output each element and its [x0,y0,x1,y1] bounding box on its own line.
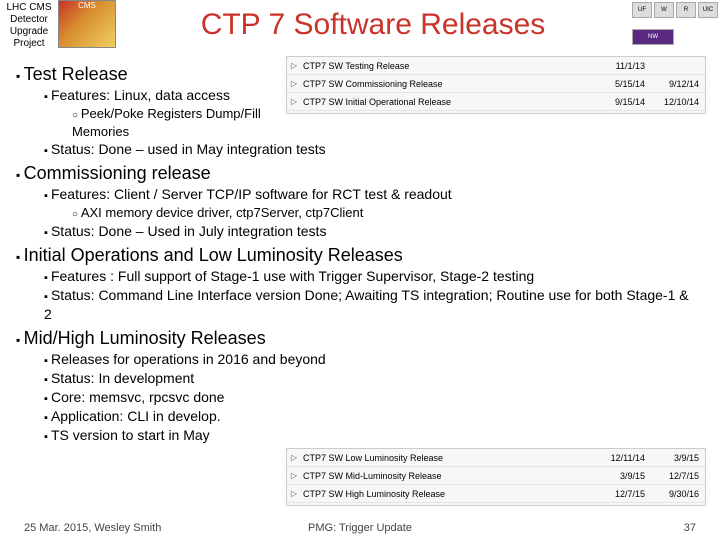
section-title: Commissioning release [16,161,704,185]
triangle-icon: ▷ [287,471,301,480]
lhc-label: LHC CMS Detector Upgrade Project [0,0,58,50]
gantt-label: CTP7 SW Low Luminosity Release [301,453,597,463]
triangle-icon: ▷ [287,61,301,70]
footer-page-number: 37 [472,522,696,534]
gantt-chart-top: ▷ CTP7 SW Testing Release 11/1/13 ▷ CTP7… [286,56,706,114]
gantt-label: CTP7 SW Mid-Luminosity Release [301,471,597,481]
gantt-row: ▷ CTP7 SW Initial Operational Release 9/… [287,93,705,111]
footer-left: 25 Mar. 2015, Wesley Smith [24,522,248,534]
logo-nw: NW [632,29,674,45]
bullet-item: Core: memsvc, rpcsvc done [44,388,704,407]
logo-uic: UIC [698,2,718,18]
gantt-date: 11/1/13 [597,61,651,71]
gantt-date: 9/15/14 [597,97,651,107]
gantt-label: CTP7 SW Testing Release [301,61,597,71]
logo-rice: R [676,2,696,18]
gantt-date: 5/15/14 [597,79,651,89]
feature-line: Features : Full support of Stage-1 use w… [44,267,704,286]
gantt-label: CTP7 SW Initial Operational Release [301,97,597,107]
bullet-item: Status: In development [44,369,704,388]
status-line: Status: Command Line Interface version D… [44,286,704,324]
bullet-item: TS version to start in May [44,426,704,445]
feature-line: Features: Client / Server TCP/IP softwar… [44,185,704,204]
slide-content: Test Release Features: Linux, data acces… [0,56,720,445]
gantt-date: 9/30/16 [651,489,705,499]
gantt-row: ▷ CTP7 SW Mid-Luminosity Release 3/9/15 … [287,467,705,485]
slide-footer: 25 Mar. 2015, Wesley Smith PMG: Trigger … [0,522,720,534]
gantt-row: ▷ CTP7 SW Low Luminosity Release 12/11/1… [287,449,705,467]
gantt-date: 12/7/15 [597,489,651,499]
gantt-row: ▷ CTP7 SW Testing Release 11/1/13 [287,57,705,75]
logo-wisc: W [654,2,674,18]
gantt-label: CTP7 SW Commissioning Release [301,79,597,89]
gantt-date: 12/10/14 [651,97,705,107]
triangle-icon: ▷ [287,489,301,498]
section-title: Initial Operations and Low Luminosity Re… [16,243,704,267]
triangle-icon: ▷ [287,97,301,106]
gantt-date: 3/9/15 [597,471,651,481]
gantt-date: 12/11/14 [597,453,651,463]
bullet-item: Application: CLI in develop. [44,407,704,426]
triangle-icon: ▷ [287,79,301,88]
gantt-chart-bottom: ▷ CTP7 SW Low Luminosity Release 12/11/1… [286,448,706,506]
status-line: Status: Done – used in May integration t… [44,140,704,159]
slide-header: LHC CMS Detector Upgrade Project CMS CTP… [0,0,720,56]
sub-item: Peek/Poke Registers Dump/Fill Memories [72,105,312,140]
cms-logo: CMS [58,0,116,48]
status-line: Status: Done – Used in July integration … [44,222,704,241]
slide-title: CTP 7 Software Releases [116,0,630,42]
gantt-date: 3/9/15 [651,453,705,463]
gantt-date: 9/12/14 [651,79,705,89]
gantt-label: CTP7 SW High Luminosity Release [301,489,597,499]
bullet-item: Releases for operations in 2016 and beyo… [44,350,704,369]
gantt-row: ▷ CTP7 SW High Luminosity Release 12/7/1… [287,485,705,503]
gantt-date: 12/7/15 [651,471,705,481]
triangle-icon: ▷ [287,453,301,462]
footer-center: PMG: Trigger Update [248,522,472,534]
logo-uf: UF [632,2,652,18]
institution-logos: UF W R UIC NW [630,0,720,56]
section-title: Mid/High Luminosity Releases [16,326,704,350]
gantt-row: ▷ CTP7 SW Commissioning Release 5/15/14 … [287,75,705,93]
sub-item: AXI memory device driver, ctp7Server, ct… [72,204,704,222]
